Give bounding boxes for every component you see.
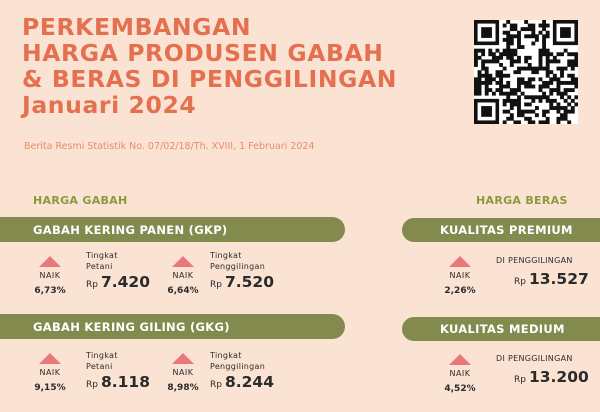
gkg-petani-stat: NAIK 9,15% bbox=[30, 353, 70, 393]
premium-stat: NAIK 2,26% bbox=[440, 256, 480, 296]
title-line-1: PERKEMBANGAN bbox=[22, 13, 252, 41]
page-title: PERKEMBANGAN HARGA PRODUSEN GABAH & BERA… bbox=[22, 14, 397, 118]
medium-currency: Rp bbox=[514, 375, 526, 385]
gkp-penggilingan-currency: Rp bbox=[210, 280, 222, 290]
gkp-title: GABAH KERING PANEN (GKP) bbox=[33, 222, 228, 237]
medium-value: 13.200 bbox=[528, 368, 589, 386]
gkp-petani-price: Tingkat Petani Rp 7.420 bbox=[86, 250, 150, 295]
gkp-petani-stat: NAIK 6,73% bbox=[30, 256, 70, 296]
gkp-petani-currency: Rp bbox=[86, 280, 98, 290]
title-line-2: HARGA PRODUSEN GABAH bbox=[22, 39, 384, 67]
premium-value: 13.527 bbox=[528, 270, 589, 288]
subtitle: Berita Resmi Statistik No. 07/02/18/Th. … bbox=[24, 141, 315, 152]
premium-bar: KUALITAS PREMIUM bbox=[402, 218, 600, 242]
title-line-3: & BERAS DI PENGGILINGAN bbox=[22, 65, 398, 93]
gkg-penggilingan-value: 8.244 bbox=[224, 373, 274, 391]
premium-change: 2,26% bbox=[444, 286, 476, 296]
medium-caption: DI PENGGILINGAN bbox=[496, 354, 573, 363]
gkp-petani-status: NAIK bbox=[39, 271, 61, 280]
gkp-penggilingan-stat: NAIK 6,64% bbox=[163, 256, 203, 296]
gkg-petani-change: 9,15% bbox=[34, 383, 66, 393]
medium-status: NAIK bbox=[449, 369, 471, 378]
gkg-penggilingan-caption-2: Penggilingan bbox=[210, 362, 266, 371]
gkg-petani-caption-2: Petani bbox=[86, 362, 113, 371]
medium-bar: KUALITAS MEDIUM bbox=[402, 317, 600, 341]
gkp-penggilingan-value: 7.520 bbox=[224, 273, 274, 291]
gkp-petani-caption-1: Tingkat bbox=[86, 251, 118, 260]
premium-caption: DI PENGGILINGAN bbox=[496, 256, 573, 265]
gkg-petani-price: Tingkat Petani Rp 8.118 bbox=[86, 350, 150, 395]
medium-price: DI PENGGILINGAN Rp 13.200 bbox=[496, 353, 589, 390]
medium-stat: NAIK 4,52% bbox=[440, 354, 480, 394]
qr-code-icon[interactable] bbox=[474, 20, 579, 125]
gkg-title: GABAH KERING GILING (GKG) bbox=[33, 319, 230, 334]
gkg-bar: GABAH KERING GILING (GKG) bbox=[0, 314, 345, 339]
premium-currency: Rp bbox=[514, 277, 526, 287]
gkp-petani-value: 7.420 bbox=[100, 273, 150, 291]
gkg-petani-currency: Rp bbox=[86, 380, 98, 390]
premium-status: NAIK bbox=[449, 271, 471, 280]
premium-price: DI PENGGILINGAN Rp 13.527 bbox=[496, 255, 589, 292]
gkp-penggilingan-caption-1: Tingkat bbox=[210, 251, 242, 260]
gkp-penggilingan-change: 6,64% bbox=[167, 286, 199, 296]
triangle-up-icon bbox=[449, 354, 471, 365]
triangle-up-icon bbox=[172, 353, 194, 364]
gkg-penggilingan-price: Tingkat Penggilingan Rp 8.244 bbox=[210, 350, 274, 395]
gkg-petani-status: NAIK bbox=[39, 368, 61, 377]
gkg-petani-value: 8.118 bbox=[100, 373, 150, 391]
medium-change: 4,52% bbox=[444, 384, 476, 394]
gkp-penggilingan-caption-2: Penggilingan bbox=[210, 262, 266, 271]
premium-title: KUALITAS PREMIUM bbox=[440, 223, 573, 237]
section-label-beras: HARGA BERAS bbox=[476, 194, 568, 207]
gkg-penggilingan-change: 8,98% bbox=[167, 383, 199, 393]
gkp-petani-caption-2: Petani bbox=[86, 262, 113, 271]
medium-title: KUALITAS MEDIUM bbox=[440, 322, 565, 336]
gkg-penggilingan-currency: Rp bbox=[210, 380, 222, 390]
gkg-penggilingan-stat: NAIK 8,98% bbox=[163, 353, 203, 393]
triangle-up-icon bbox=[449, 256, 471, 267]
gkp-penggilingan-status: NAIK bbox=[172, 271, 194, 280]
triangle-up-icon bbox=[39, 353, 61, 364]
triangle-up-icon bbox=[39, 256, 61, 267]
qr-code-graphic bbox=[474, 20, 579, 125]
gkg-petani-caption-1: Tingkat bbox=[86, 351, 118, 360]
gkp-petani-change: 6,73% bbox=[34, 286, 66, 296]
gkp-penggilingan-price: Tingkat Penggilingan Rp 7.520 bbox=[210, 250, 274, 295]
triangle-up-icon bbox=[172, 256, 194, 267]
gkp-bar: GABAH KERING PANEN (GKP) bbox=[0, 217, 345, 242]
gkg-penggilingan-caption-1: Tingkat bbox=[210, 351, 242, 360]
title-line-4: Januari 2024 bbox=[22, 91, 197, 119]
gkg-penggilingan-status: NAIK bbox=[172, 368, 194, 377]
section-label-gabah: HARGA GABAH bbox=[33, 194, 128, 207]
